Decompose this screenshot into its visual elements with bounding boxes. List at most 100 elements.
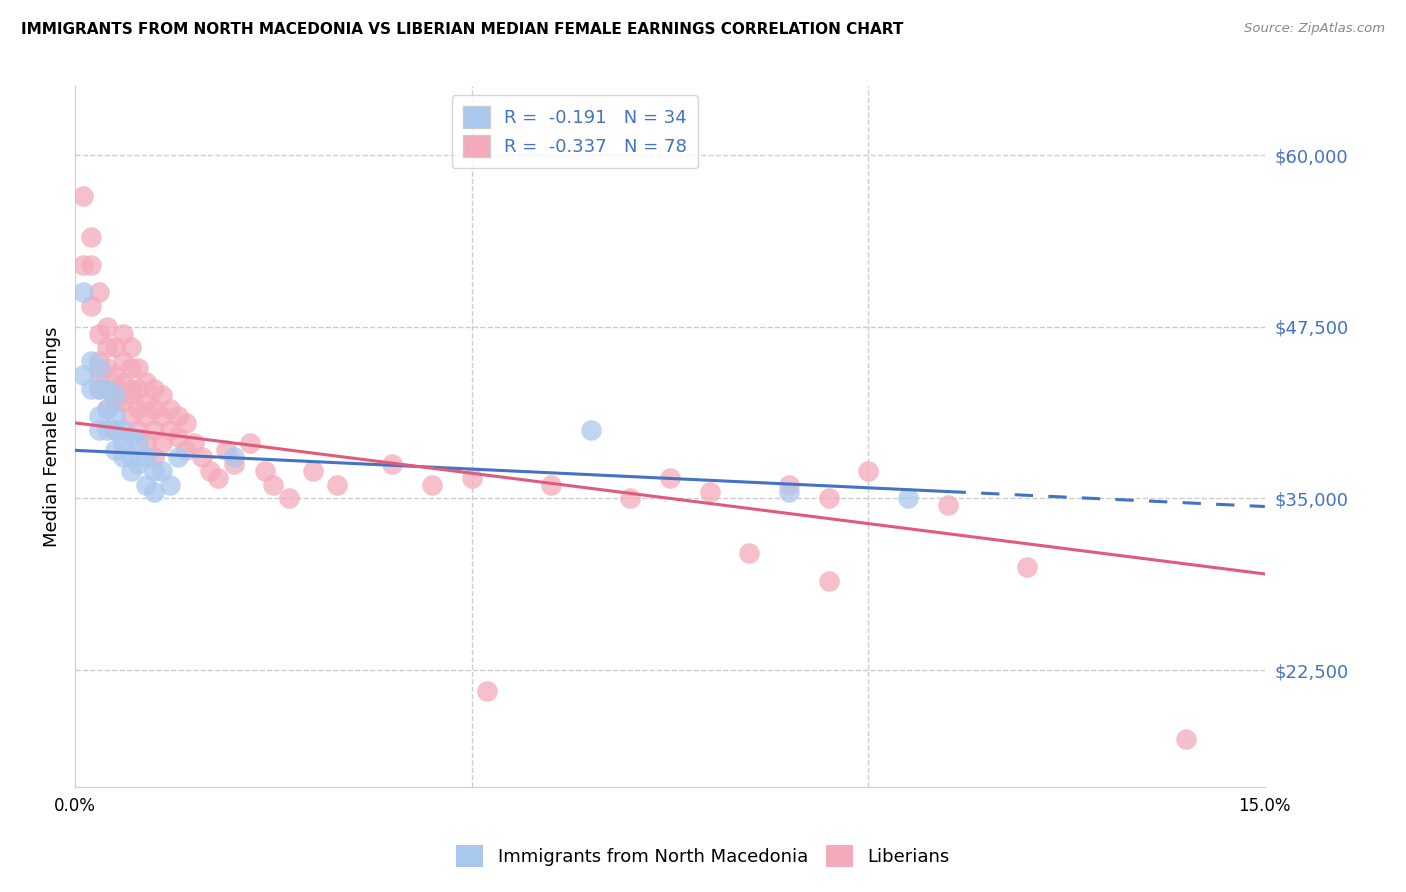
Point: [159, 423, 181, 437]
Point: [127, 402, 149, 417]
Point: [87, 326, 110, 341]
Point: [111, 375, 134, 389]
Point: [1015, 560, 1038, 574]
Point: [222, 450, 245, 465]
Point: [87, 382, 110, 396]
Point: [111, 423, 134, 437]
Point: [897, 491, 920, 506]
Point: [80, 258, 103, 272]
Y-axis label: Median Female Earnings: Median Female Earnings: [44, 326, 60, 547]
Point: [104, 395, 127, 409]
Point: [262, 477, 284, 491]
Point: [87, 360, 110, 375]
Point: [150, 388, 173, 402]
Point: [936, 498, 959, 512]
Point: [120, 382, 142, 396]
Point: [658, 471, 681, 485]
Point: [87, 368, 110, 382]
Point: [207, 471, 229, 485]
Point: [127, 423, 149, 437]
Point: [143, 464, 166, 478]
Point: [174, 416, 197, 430]
Point: [96, 340, 118, 354]
Point: [699, 484, 721, 499]
Point: [80, 354, 103, 368]
Point: [120, 388, 142, 402]
Point: [150, 436, 173, 450]
Text: IMMIGRANTS FROM NORTH MACEDONIA VS LIBERIAN MEDIAN FEMALE EARNINGS CORRELATION C: IMMIGRANTS FROM NORTH MACEDONIA VS LIBER…: [21, 22, 904, 37]
Point: [111, 326, 134, 341]
Point: [143, 450, 166, 465]
Point: [120, 409, 142, 423]
Point: [127, 436, 149, 450]
Point: [1174, 731, 1197, 746]
Point: [111, 450, 134, 465]
Point: [111, 395, 134, 409]
Point: [87, 409, 110, 423]
Point: [104, 423, 127, 437]
Point: [222, 457, 245, 471]
Point: [135, 409, 157, 423]
Point: [817, 491, 839, 506]
Point: [150, 464, 173, 478]
Point: [72, 285, 94, 300]
Point: [87, 382, 110, 396]
Point: [104, 443, 127, 458]
Point: [858, 464, 880, 478]
Point: [191, 450, 214, 465]
Point: [183, 436, 205, 450]
Point: [111, 436, 134, 450]
Point: [96, 360, 118, 375]
Point: [80, 382, 103, 396]
Point: [619, 491, 641, 506]
Point: [135, 395, 157, 409]
Point: [278, 491, 301, 506]
Point: [87, 423, 110, 437]
Point: [167, 450, 190, 465]
Point: [135, 450, 157, 465]
Point: [198, 464, 221, 478]
Point: [135, 375, 157, 389]
Point: [120, 450, 142, 465]
Point: [127, 360, 149, 375]
Point: [87, 354, 110, 368]
Point: [540, 477, 562, 491]
Point: [381, 457, 404, 471]
Point: [174, 443, 197, 458]
Point: [120, 464, 142, 478]
Point: [127, 457, 149, 471]
Point: [460, 471, 482, 485]
Point: [104, 368, 127, 382]
Point: [238, 436, 260, 450]
Point: [80, 230, 103, 244]
Point: [215, 443, 238, 458]
Point: [302, 464, 325, 478]
Point: [477, 683, 499, 698]
Point: [72, 368, 94, 382]
Point: [120, 340, 142, 354]
Point: [80, 299, 103, 313]
Point: [127, 382, 149, 396]
Point: [96, 319, 118, 334]
Point: [420, 477, 443, 491]
Point: [159, 402, 181, 417]
Point: [104, 382, 127, 396]
Point: [72, 189, 94, 203]
Point: [96, 402, 118, 417]
Point: [87, 285, 110, 300]
Point: [167, 409, 190, 423]
Legend: Immigrants from North Macedonia, Liberians: Immigrants from North Macedonia, Liberia…: [449, 838, 957, 874]
Point: [96, 423, 118, 437]
Point: [104, 409, 127, 423]
Point: [143, 382, 166, 396]
Point: [104, 388, 127, 402]
Point: [96, 382, 118, 396]
Point: [143, 423, 166, 437]
Point: [167, 429, 190, 443]
Point: [143, 484, 166, 499]
Point: [254, 464, 277, 478]
Point: [778, 477, 800, 491]
Point: [778, 484, 800, 499]
Point: [738, 546, 761, 560]
Point: [72, 258, 94, 272]
